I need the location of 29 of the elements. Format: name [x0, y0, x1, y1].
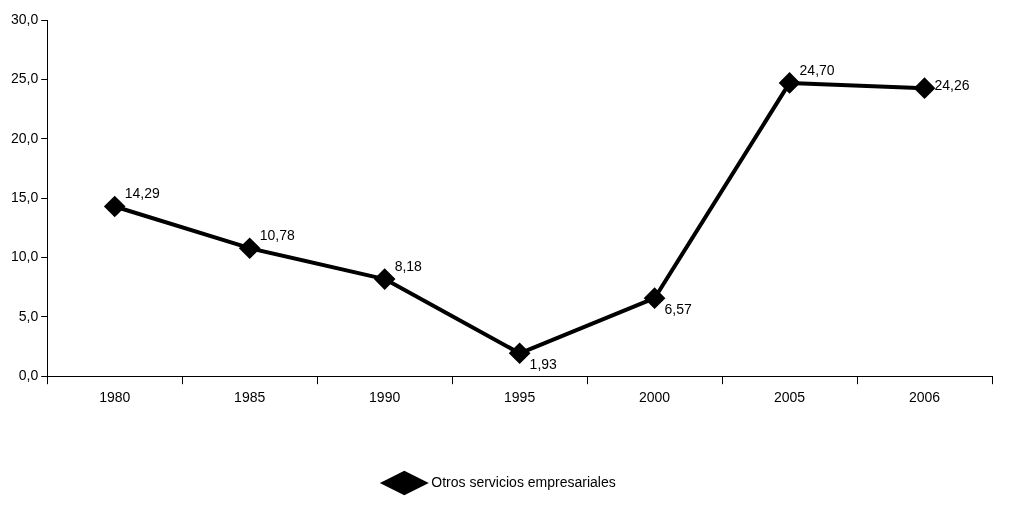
x-tick-label: 1990 — [369, 389, 401, 406]
y-tick-label: 15,0 — [11, 188, 39, 205]
data-label: 14,29 — [124, 185, 160, 202]
y-tick-label: 30,0 — [11, 10, 39, 27]
legend-label: Otros servicios empresariales — [431, 473, 616, 490]
data-label: 6,57 — [664, 301, 693, 318]
y-tick-label: 10,0 — [11, 248, 39, 265]
y-tick-label: 5,0 — [18, 307, 39, 324]
point — [509, 343, 530, 364]
y-tick-label: 20,0 — [11, 129, 39, 146]
x-tick-label: 2005 — [773, 389, 806, 406]
y-tick-label: 0,0 — [18, 367, 39, 384]
point — [374, 269, 395, 290]
data-label: 24,70 — [799, 61, 835, 78]
x-tick-label: 2006 — [908, 389, 941, 406]
y-tick-label: 25,0 — [11, 70, 39, 87]
data-label: 10,78 — [259, 227, 295, 244]
point — [914, 78, 935, 99]
x-tick-label: 2000 — [639, 389, 671, 406]
x-tick-label: 1980 — [99, 389, 131, 406]
x-tick-label: 1995 — [504, 389, 536, 406]
data-label: 24,26 — [934, 77, 970, 94]
data-label: 1,93 — [529, 356, 558, 373]
point — [104, 196, 125, 217]
point — [644, 288, 665, 309]
data-label: 8,18 — [394, 257, 423, 274]
point — [779, 72, 800, 93]
x-tick-label: 1985 — [234, 389, 266, 406]
point — [239, 238, 260, 259]
